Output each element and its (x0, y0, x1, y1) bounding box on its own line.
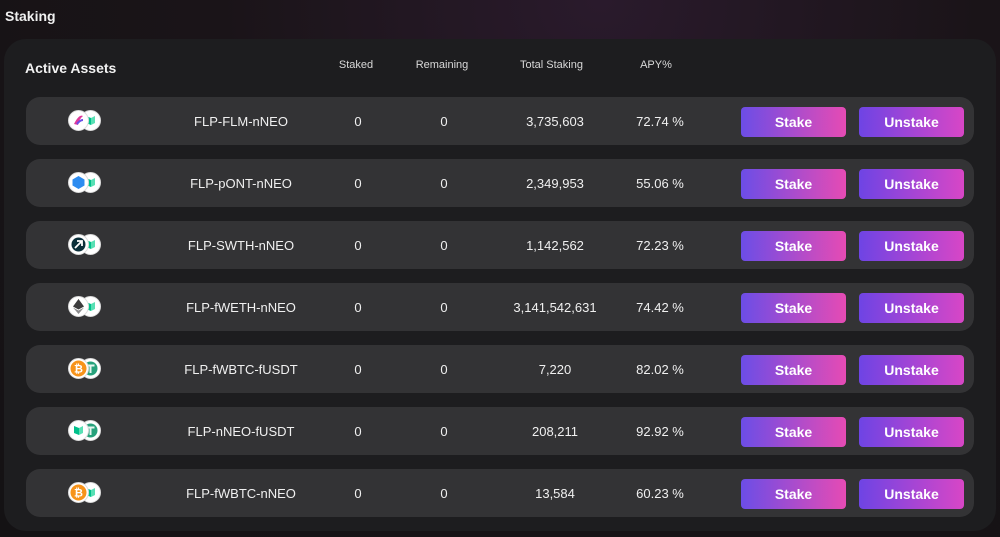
token-pair-icons (68, 110, 106, 132)
table-row: ₿ FLP-fWBTC-fUSDT 0 0 7,220 82.02 % Stak… (26, 345, 974, 393)
remaining-value: 0 (440, 423, 448, 439)
btc-icon: ₿ (68, 358, 89, 379)
remaining-value: 0 (440, 485, 448, 501)
pair-name: FLP-fWETH-nNEO (186, 299, 296, 315)
table-row: FLP-fWETH-nNEO 0 0 3,141,542,631 74.42 %… (26, 283, 974, 331)
unstake-button[interactable]: Unstake (859, 169, 964, 199)
table-row: FLP-pONT-nNEO 0 0 2,349,953 55.06 % Stak… (26, 159, 974, 207)
total-staking-value: 7,220 (538, 361, 572, 377)
unstake-button[interactable]: Unstake (859, 107, 964, 137)
apy-value: 72.74 % (636, 113, 684, 129)
pair-name: FLP-fWBTC-fUSDT (184, 361, 298, 377)
pair-name: FLP-nNEO-fUSDT (187, 423, 295, 439)
unstake-button[interactable]: Unstake (859, 417, 964, 447)
total-staking-value: 1,142,562 (526, 237, 584, 253)
table-row: FLP-nNEO-fUSDT 0 0 208,211 92.92 % Stake… (26, 407, 974, 455)
svg-text:₿: ₿ (74, 487, 83, 500)
token-pair-icons: ₿ (68, 482, 106, 504)
total-staking-value: 3,141,542,631 (513, 299, 597, 315)
pair-name: FLP-fWBTC-nNEO (186, 485, 296, 501)
stake-button[interactable]: Stake (741, 355, 846, 385)
col-total-staking: Total Staking (520, 59, 583, 71)
table-row: ₿ FLP-fWBTC-nNEO 0 0 13,584 60.23 % Stak… (26, 469, 974, 517)
token-pair-icons: ₿ (68, 358, 106, 380)
apy-value: 74.42 % (636, 299, 684, 315)
unstake-button[interactable]: Unstake (859, 355, 964, 385)
stake-button[interactable]: Stake (741, 107, 846, 137)
table-header: Active Assets Staked Remaining Total Sta… (4, 39, 996, 91)
remaining-value: 0 (440, 361, 448, 377)
apy-value: 72.23 % (636, 237, 684, 253)
token-pair-icons (68, 420, 106, 442)
swth-icon (68, 234, 89, 255)
remaining-value: 0 (440, 175, 448, 191)
staked-value: 0 (354, 237, 362, 253)
apy-value: 92.92 % (636, 423, 684, 439)
col-remaining: Remaining (415, 59, 469, 71)
active-assets-panel: Active Assets Staked Remaining Total Sta… (4, 39, 996, 531)
svg-text:₿: ₿ (74, 363, 83, 376)
apy-value: 82.02 % (636, 361, 684, 377)
flm-icon (68, 110, 89, 131)
btc-icon: ₿ (68, 482, 89, 503)
stake-button[interactable]: Stake (741, 417, 846, 447)
remaining-value: 0 (440, 237, 448, 253)
unstake-button[interactable]: Unstake (859, 479, 964, 509)
page-title: Staking (5, 8, 56, 24)
token-pair-icons (68, 172, 106, 194)
token-pair-icons (68, 296, 106, 318)
total-staking-value: 2,349,953 (526, 175, 584, 191)
stake-button[interactable]: Stake (741, 231, 846, 261)
total-staking-value: 13,584 (535, 485, 575, 501)
total-staking-value: 208,211 (531, 423, 579, 439)
pair-name: FLP-FLM-nNEO (194, 113, 288, 129)
unstake-button[interactable]: Unstake (859, 293, 964, 323)
staked-value: 0 (354, 299, 362, 315)
eth-icon (68, 296, 89, 317)
total-staking-value: 3,735,603 (526, 113, 584, 129)
ont-icon (68, 172, 89, 193)
stake-button[interactable]: Stake (741, 293, 846, 323)
pair-name: FLP-pONT-nNEO (190, 175, 292, 191)
unstake-button[interactable]: Unstake (859, 231, 964, 261)
table-row: FLP-SWTH-nNEO 0 0 1,142,562 72.23 % Stak… (26, 221, 974, 269)
table-row: FLP-FLM-nNEO 0 0 3,735,603 72.74 % Stake… (26, 97, 974, 145)
staked-value: 0 (354, 113, 362, 129)
staked-value: 0 (354, 175, 362, 191)
col-apy: APY% (640, 59, 672, 71)
apy-value: 55.06 % (636, 175, 684, 191)
neo-icon (68, 420, 89, 441)
staked-value: 0 (354, 423, 362, 439)
col-staked: Staked (338, 59, 374, 71)
token-pair-icons (68, 234, 106, 256)
remaining-value: 0 (440, 299, 448, 315)
stake-button[interactable]: Stake (741, 169, 846, 199)
apy-value: 60.23 % (636, 485, 684, 501)
active-assets-title: Active Assets (25, 60, 117, 76)
pair-name: FLP-SWTH-nNEO (187, 237, 295, 253)
remaining-value: 0 (440, 113, 448, 129)
staked-value: 0 (354, 361, 362, 377)
stake-button[interactable]: Stake (741, 479, 846, 509)
staked-value: 0 (354, 485, 362, 501)
